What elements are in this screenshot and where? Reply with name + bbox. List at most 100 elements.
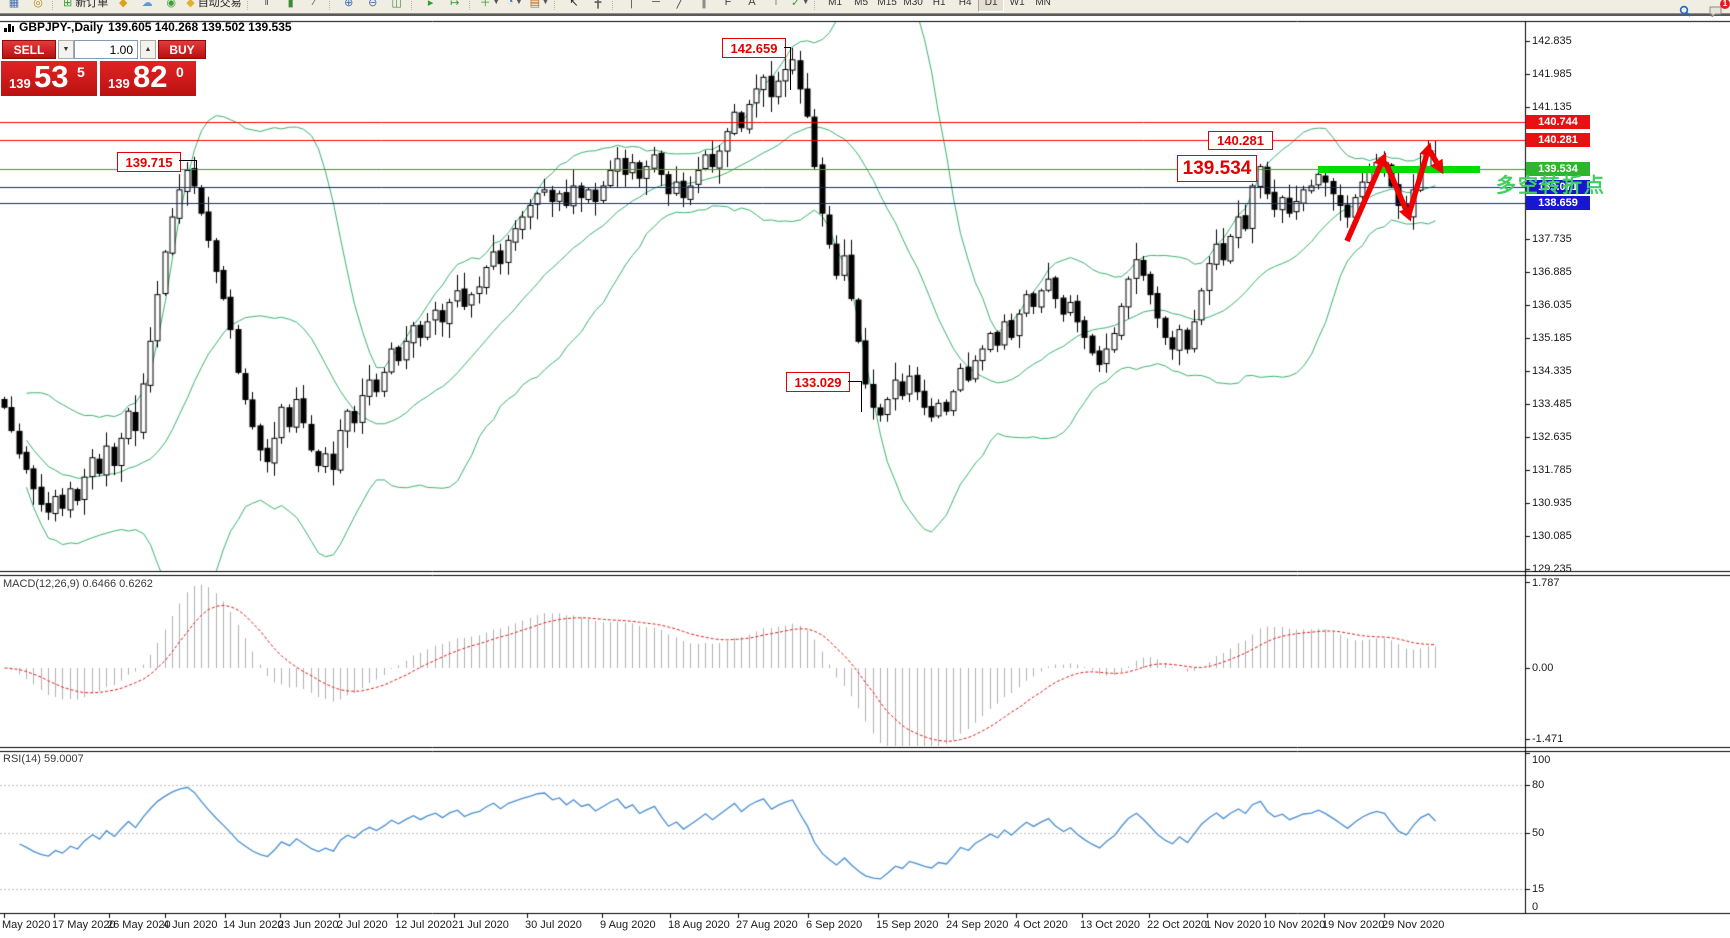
annotation-connector-line [179, 160, 197, 161]
periods-button[interactable]: ◔ ▼ [503, 0, 527, 13]
text-label-button[interactable]: T [764, 0, 788, 13]
dropdown-arrow-icon: ▼ [542, 0, 549, 6]
horizontal-line-button[interactable]: ─ [644, 0, 668, 13]
date-tick-label: 12 Jul 2020 [395, 919, 452, 931]
candles-chart-button[interactable]: ▮ [279, 0, 303, 13]
window-edge-divider [0, 13, 1730, 16]
price-tick-label: 141.985 [1532, 67, 1572, 80]
vertical-line-button[interactable]: │ [620, 0, 644, 13]
support-bar-annotation[interactable] [1318, 166, 1480, 173]
autotrading-icon: ◆ [186, 0, 195, 9]
rsi-axis-label: 0 [1532, 901, 1539, 913]
line-chart-button[interactable]: ∕ [303, 0, 327, 13]
charts-window-button[interactable]: ▦ [2, 0, 26, 13]
new-order-button[interactable]: ⊞ 新订单 [60, 0, 111, 13]
swing-low-price-label[interactable]: 133.029 [786, 372, 850, 392]
timeframe-m5-button[interactable]: M5 [854, 0, 869, 8]
tile-windows-icon: ◫ [391, 0, 402, 9]
dropdown-arrow-icon: ▼ [802, 0, 810, 6]
text-button[interactable]: A [740, 0, 764, 13]
timeframe-m15-button[interactable]: M15 [877, 0, 897, 8]
rsi-axis-label: 100 [1532, 754, 1551, 766]
chart-shift-button[interactable]: ↦ [443, 0, 467, 13]
timeframe-w1-button[interactable]: W1 [1009, 0, 1025, 8]
cursor-button[interactable]: ↖ [562, 0, 586, 13]
vertical-line-icon: │ [628, 0, 636, 8]
marked-price-label: 138.659 [1526, 196, 1590, 211]
rsi-axis-label: 80 [1532, 779, 1545, 791]
equidistant-channel-button[interactable]: ∥ [692, 0, 716, 13]
toolbar-separator [328, 0, 335, 10]
volume-decrease-button[interactable]: ▼ [58, 40, 74, 59]
turning-point-note[interactable]: 多空转折点 [1496, 175, 1606, 197]
price-tick-label: 132.635 [1532, 430, 1572, 443]
zoom-page-button[interactable]: ◎ [26, 0, 50, 13]
auto-scroll-button[interactable]: ▸ [419, 0, 443, 13]
june-high-price-label[interactable]: 139.715 [117, 152, 181, 172]
dropdown-arrow-icon: ▼ [492, 0, 500, 6]
market-gold-icon: ◆ [118, 0, 128, 9]
new-order-button-label: 新订单 [75, 0, 109, 9]
swing-high-price-label[interactable]: 142.659 [722, 38, 786, 58]
date-tick-label: 24 Sep 2020 [946, 919, 1009, 931]
price-tick-label: 136.035 [1532, 298, 1572, 311]
notifications-chat-icon[interactable]: 1 [1703, 0, 1730, 22]
trendline-icon: ╱ [676, 0, 684, 9]
bars-chart-icon: ǁ [264, 0, 269, 8]
date-tick-label: May 2020 [2, 919, 51, 931]
timeframe-d1-button[interactable]: D1 [978, 0, 1005, 12]
bid-price-point: 5 [77, 64, 85, 80]
ask-price-tile[interactable]: 139 82 0 [100, 59, 196, 96]
rsi-axis-label: 50 [1532, 827, 1545, 839]
timeframe-h1-button[interactable]: H1 [932, 0, 946, 8]
macd-axis-label: 0.00 [1532, 662, 1554, 674]
date-tick-label: 27 Aug 2020 [736, 919, 798, 931]
add-indicator-button[interactable]: ＋ ▼ [477, 0, 503, 13]
crosshair-button[interactable]: ╋ [586, 0, 610, 13]
trendline-button[interactable]: ╱ [668, 0, 692, 13]
date-tick-label: 26 May 2020 [107, 919, 171, 931]
sell-button[interactable]: SELL [2, 40, 56, 59]
pivot-price-label[interactable]: 139.534 [1177, 155, 1257, 182]
bid-price-tile[interactable]: 139 53 5 [1, 59, 97, 96]
buy-button[interactable]: BUY [158, 40, 206, 59]
date-tick-label: 30 Jul 2020 [525, 919, 582, 931]
notification-badge: 1 [1720, 0, 1730, 9]
templates-button[interactable]: ▤ ▼ [527, 0, 552, 13]
bars-chart-button[interactable]: ǁ [255, 0, 279, 13]
date-tick-label: 23 Jun 2020 [278, 919, 339, 931]
fibonacci-button[interactable]: F [716, 0, 740, 13]
tile-windows-button[interactable]: ◫ [385, 0, 409, 13]
search-icon[interactable] [1673, 0, 1697, 22]
autotrading-button-label: 自动交易 [197, 0, 242, 9]
mql5-cloud-button[interactable]: ☁ [135, 0, 159, 13]
text-icon: A [748, 0, 756, 8]
autotrading-button[interactable]: ◆ 自动交易 [183, 0, 244, 13]
objects-arrows-button[interactable]: ✓ ▼ [788, 0, 812, 13]
marked-price-label: 139.071 [1526, 180, 1590, 195]
zoom-out-button[interactable]: ⊖ [361, 0, 385, 13]
market-gold-icon[interactable]: ◆ [111, 0, 135, 13]
volume-input[interactable] [74, 40, 138, 59]
signals-button[interactable]: ◉ [159, 0, 183, 13]
timeframe-mn-button[interactable]: MN [1035, 0, 1051, 8]
price-tick-label: 129.235 [1532, 562, 1572, 575]
timeframe-h4-button[interactable]: H4 [958, 0, 972, 8]
chart-symbol-period: GBPJPY-,Daily [19, 20, 104, 34]
templates-icon: ▤ [529, 0, 541, 9]
annotation-connector-line [790, 47, 791, 90]
timeframe-m30-button[interactable]: M30 [903, 0, 923, 8]
timeframe-m1-button[interactable]: M1 [828, 0, 843, 8]
annotation-connector-line [196, 160, 197, 176]
bid-price-figure: 139 [9, 76, 31, 91]
toolbar-separator [814, 0, 820, 10]
price-tick-label: 137.735 [1532, 232, 1572, 245]
price-tick-label: 133.485 [1532, 397, 1572, 410]
price-tick-label: 134.335 [1532, 364, 1572, 377]
resistance-price-label[interactable]: 140.281 [1208, 131, 1273, 150]
date-tick-label: 18 Aug 2020 [668, 919, 730, 931]
zoom-in-button[interactable]: ⊕ [337, 0, 361, 13]
volume-increase-button[interactable]: ▲ [140, 40, 156, 59]
